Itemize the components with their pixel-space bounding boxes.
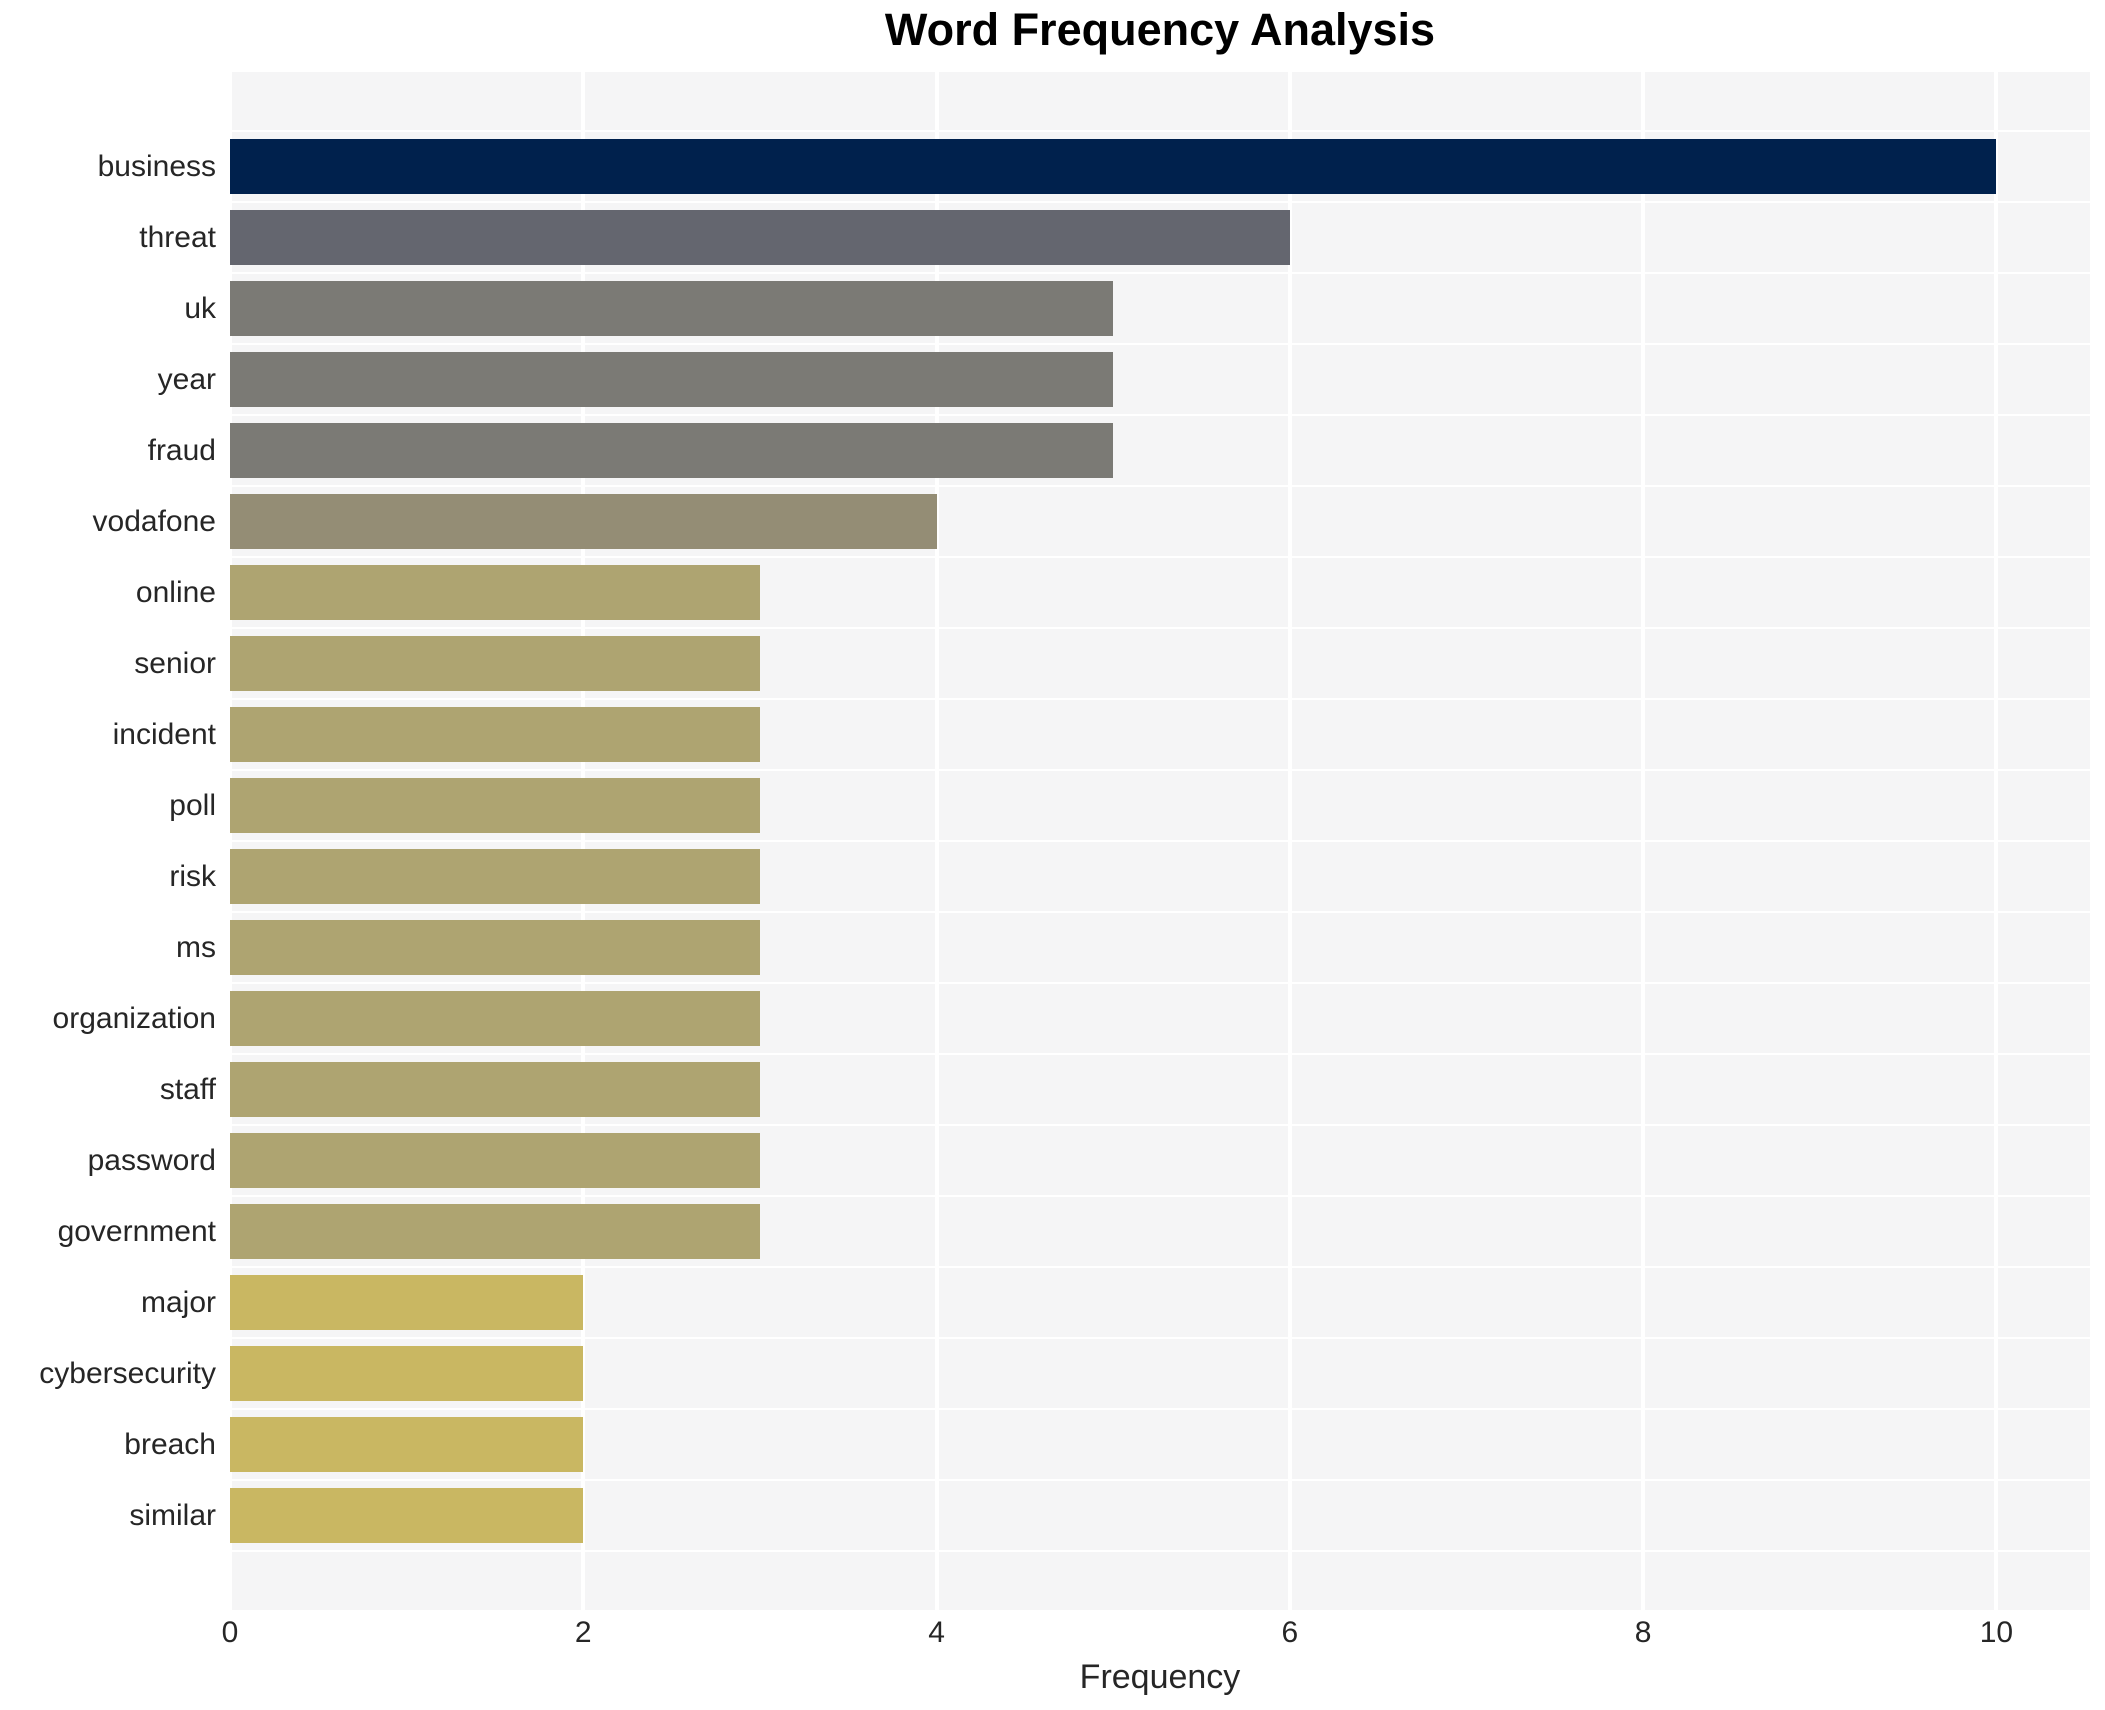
y-tick-label: organization <box>52 1001 216 1035</box>
x-tick-label: 0 <box>221 1616 239 1649</box>
y-gridline <box>230 1195 2090 1197</box>
bar-government <box>230 1204 760 1259</box>
x-tick-label: 4 <box>928 1616 945 1649</box>
y-tick-label: fraud <box>147 433 216 467</box>
x-axis: 0 2 4 6 8 10 <box>222 1616 2090 1656</box>
y-tick-label: incident <box>112 717 216 751</box>
y-gridline <box>230 556 2090 558</box>
y-tick-label: staff <box>159 1072 216 1106</box>
x-tick-label: 2 <box>574 1616 592 1649</box>
y-tick-label: similar <box>129 1498 216 1532</box>
plot-area <box>228 72 2090 1610</box>
bar-fraud <box>230 423 1114 478</box>
bar-breach <box>230 1417 584 1472</box>
y-gridline <box>230 627 2090 629</box>
y-tick-label: major <box>140 1285 216 1319</box>
bar-vodafone <box>230 494 937 549</box>
y-gridline <box>230 840 2090 842</box>
bar-year <box>230 352 1114 407</box>
y-gridline <box>230 698 2090 700</box>
y-gridline <box>230 1337 2090 1339</box>
y-tick-label: risk <box>169 859 216 893</box>
chart-title: Word Frequency Analysis <box>884 4 1436 55</box>
y-tick-label: vodafone <box>92 504 216 538</box>
bar-poll <box>230 778 760 833</box>
y-gridline <box>230 1124 2090 1126</box>
y-gridline <box>230 982 2090 984</box>
bar-staff <box>230 1062 760 1117</box>
y-gridline <box>230 1408 2090 1410</box>
y-tick-label: government <box>57 1214 216 1248</box>
y-gridline <box>230 130 2090 132</box>
x-tick-label: 8 <box>1634 1616 1652 1649</box>
y-gridline <box>230 1550 2090 1552</box>
bar-organization <box>230 991 760 1046</box>
x-tick-label: 6 <box>1281 1616 1299 1649</box>
bar-ms <box>230 920 760 975</box>
y-tick-label: poll <box>169 788 216 822</box>
bar-threat <box>230 210 1290 265</box>
y-tick-label: ms <box>176 930 216 964</box>
bar-business <box>230 139 1997 194</box>
y-gridline <box>230 485 2090 487</box>
y-tick-label: senior <box>134 646 216 680</box>
y-tick-label: uk <box>184 291 216 325</box>
x-tick-label: 10 <box>1979 1616 2014 1649</box>
y-gridline <box>230 911 2090 913</box>
y-tick-label: password <box>87 1143 216 1177</box>
y-gridline <box>230 201 2090 203</box>
y-tick-label: cybersecurity <box>39 1356 216 1390</box>
y-gridline <box>230 272 2090 274</box>
y-gridline <box>230 1053 2090 1055</box>
y-tick-label: business <box>97 149 216 183</box>
y-tick-label: breach <box>124 1427 216 1461</box>
y-gridline <box>230 1479 2090 1481</box>
bar-risk <box>230 849 760 904</box>
bar-senior <box>230 636 760 691</box>
y-tick-label: online <box>135 575 216 609</box>
bar-cybersecurity <box>230 1346 584 1401</box>
bar-password <box>230 1133 760 1188</box>
y-gridline <box>230 343 2090 345</box>
bar-online <box>230 565 760 620</box>
y-tick-label: threat <box>139 220 216 254</box>
bar-major <box>230 1275 584 1330</box>
y-gridline <box>230 414 2090 416</box>
bar-incident <box>230 707 760 762</box>
bar-similar <box>230 1488 584 1543</box>
bar-uk <box>230 281 1114 336</box>
y-gridline <box>230 1266 2090 1268</box>
y-axis-labels: business threat uk year fraud vodafone online s… <box>0 72 216 1610</box>
y-tick-label: year <box>157 362 216 396</box>
y-gridline <box>230 769 2090 771</box>
x-axis-title: Frequency <box>1079 1658 1241 1696</box>
